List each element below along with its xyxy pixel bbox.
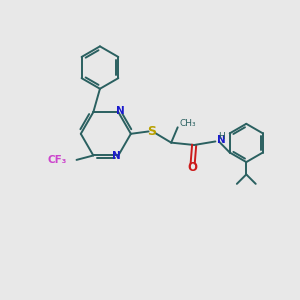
Text: CH₃: CH₃: [179, 119, 196, 128]
Text: N: N: [217, 135, 225, 145]
Text: S: S: [148, 125, 157, 138]
Text: CF₃: CF₃: [47, 155, 67, 165]
Text: N: N: [112, 152, 121, 161]
Text: O: O: [188, 161, 198, 174]
Text: N: N: [116, 106, 125, 116]
Text: H: H: [218, 132, 225, 141]
